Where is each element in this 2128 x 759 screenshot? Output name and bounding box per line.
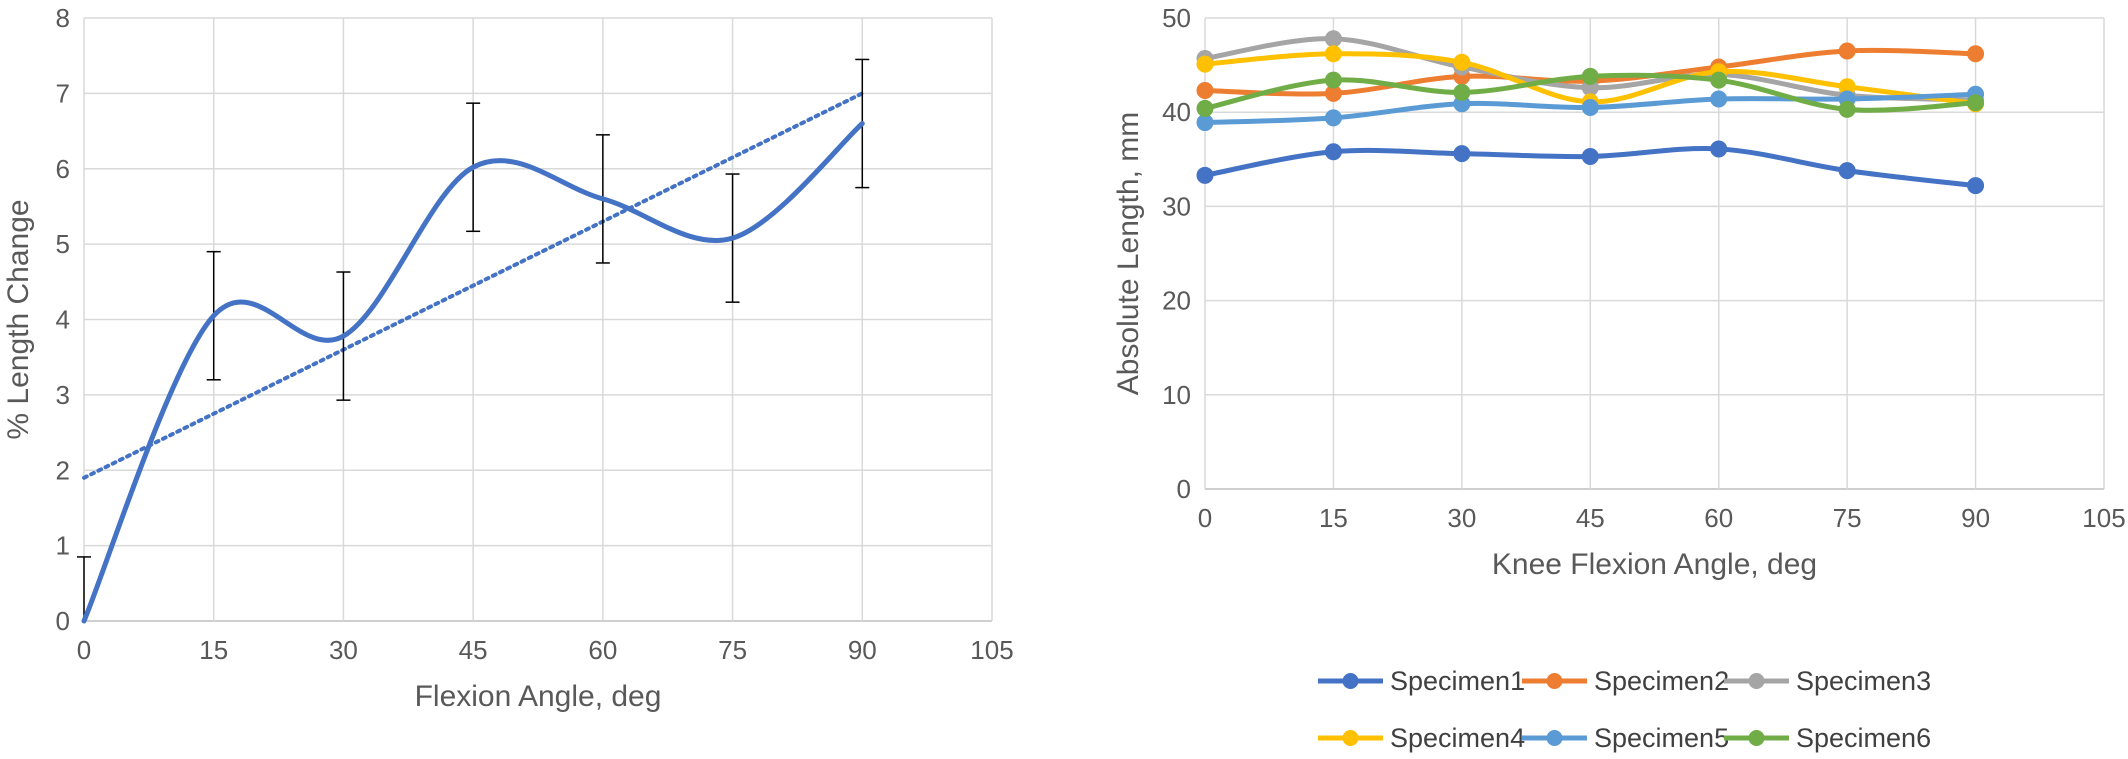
y-tick-label: 20 <box>1162 286 1191 316</box>
gridlines <box>1204 17 2105 490</box>
x-tick-label: 90 <box>848 635 877 665</box>
data-point <box>1453 83 1471 101</box>
data-point <box>1581 98 1599 116</box>
legend-item-specimen6: Specimen6 <box>1724 723 1931 753</box>
legend-label: Specimen5 <box>1594 723 1729 753</box>
x-tick-label: 30 <box>329 635 358 665</box>
legend-swatch-marker <box>1546 730 1563 746</box>
data-point <box>1581 67 1599 85</box>
x-tick-label: 60 <box>1704 503 1733 533</box>
data-point <box>1196 99 1214 117</box>
error-bar <box>77 556 91 621</box>
legend-swatch-marker <box>1748 673 1765 689</box>
data-point <box>1453 145 1471 163</box>
data-point <box>1967 177 1985 195</box>
x-tick-label: 45 <box>459 635 488 665</box>
y-tick-label: 10 <box>1162 380 1191 410</box>
x-tick-label: 0 <box>1198 503 1212 533</box>
legend-label: Specimen6 <box>1796 723 1931 753</box>
x-tick-label: 105 <box>2082 503 2125 533</box>
legend-item-specimen2: Specimen2 <box>1522 666 1729 696</box>
data-point <box>1453 53 1471 71</box>
y-tick-label: 50 <box>1162 3 1191 33</box>
data-point <box>1581 147 1599 165</box>
series-line <box>81 121 865 624</box>
y-tick-label: 3 <box>56 380 70 410</box>
data-point <box>1710 90 1728 108</box>
x-tick-label: 75 <box>1833 503 1862 533</box>
data-point <box>1324 45 1342 63</box>
y-tick-label: 0 <box>56 606 70 636</box>
data-point <box>1324 30 1342 48</box>
y-tick-label: 1 <box>56 531 70 561</box>
legend-swatch-marker <box>1342 730 1359 746</box>
y-axis-title: % Length Change <box>2 199 35 439</box>
y-tick-label: 5 <box>56 229 70 259</box>
x-tick-label: 15 <box>1319 503 1348 533</box>
x-tick-label: 15 <box>199 635 228 665</box>
gridlines <box>83 17 993 622</box>
x-axis-title: Knee Flexion Angle, deg <box>1492 548 1817 581</box>
data-point <box>1196 82 1214 100</box>
legend-item-specimen1: Specimen1 <box>1318 666 1525 696</box>
data-point <box>1710 140 1728 158</box>
legend-swatch-marker <box>1342 673 1359 689</box>
x-tick-label: 30 <box>1447 503 1476 533</box>
y-tick-label: 40 <box>1162 97 1191 127</box>
legend-swatch-marker <box>1546 673 1563 689</box>
y-tick-label: 7 <box>56 78 70 108</box>
data-point <box>1838 100 1856 118</box>
x-tick-label: 90 <box>1961 503 1990 533</box>
legend-item-specimen4: Specimen4 <box>1318 723 1525 753</box>
x-tick-label: 60 <box>588 635 617 665</box>
legend-label: Specimen3 <box>1796 666 1931 696</box>
data-point <box>1967 94 1985 112</box>
x-axis-title: Flexion Angle, deg <box>415 680 662 713</box>
y-tick-label: 0 <box>1177 474 1191 504</box>
legend-item-specimen3: Specimen3 <box>1724 666 1931 696</box>
data-point <box>1196 114 1214 132</box>
legend-label: Specimen4 <box>1390 723 1525 753</box>
series-0 <box>77 58 870 624</box>
data-point <box>1324 143 1342 161</box>
trendline <box>82 91 865 480</box>
data-point <box>1710 71 1728 89</box>
legend-label: Specimen2 <box>1594 666 1729 696</box>
data-point <box>1324 109 1342 127</box>
data-point <box>1838 42 1856 60</box>
y-tick-label: 6 <box>56 154 70 184</box>
y-tick-label: 4 <box>56 305 70 335</box>
y-tick-label: 2 <box>56 455 70 485</box>
data-point <box>1196 166 1214 184</box>
absolute-length-chart: 0 10 20 30 40 50 0 15 30 45 60 75 90 105 Knee Flexion … <box>1112 3 2126 581</box>
x-tick-label: 105 <box>970 635 1013 665</box>
data-point <box>1838 162 1856 180</box>
legend-item-specimen5: Specimen5 <box>1522 723 1729 753</box>
x-tick-label: 45 <box>1576 503 1605 533</box>
data-point <box>1967 45 1985 63</box>
legend-label: Specimen1 <box>1390 666 1525 696</box>
legend: Specimen1 Specimen2 Specimen3 Specimen4 Spec… <box>1318 666 1931 753</box>
y-tick-label: 8 <box>56 3 70 33</box>
x-tick-label: 0 <box>77 635 91 665</box>
data-point <box>1324 71 1342 89</box>
series-specimen1 <box>1196 140 1985 195</box>
series-specimen6 <box>1196 67 1985 118</box>
y-axis-title: Absolute Length, mm <box>1112 112 1145 396</box>
y-tick-label: 30 <box>1162 191 1191 221</box>
data-point <box>1196 55 1214 73</box>
legend-swatch-marker <box>1748 730 1765 746</box>
x-tick-label: 75 <box>718 635 747 665</box>
